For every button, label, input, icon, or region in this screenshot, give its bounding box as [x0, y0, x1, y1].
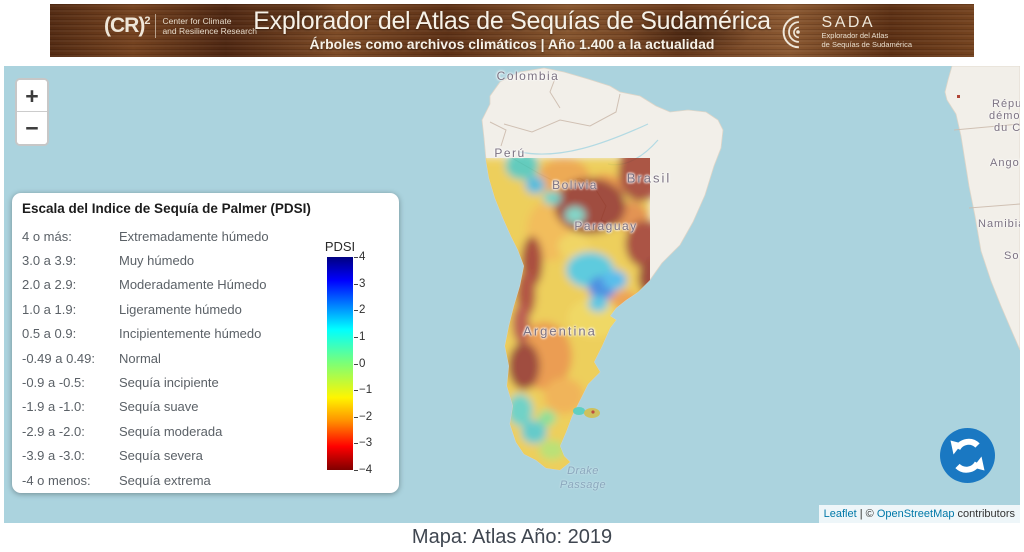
banner-titles: Explorador del Atlas de Sequías de Sudam… — [50, 7, 974, 52]
zoom-in-button[interactable]: + — [17, 80, 47, 112]
map-label-drc-2: démo — [989, 110, 1020, 122]
map-label-brasil: Brasil — [626, 170, 672, 186]
legend-row: -1.9 a -1.0: Sequía suave — [22, 399, 199, 415]
map[interactable]: Colombia Perú Bolivia Brasil Paraguay Ar… — [4, 66, 1020, 523]
cr2-logo-subtitle: Center for Climate and Resilience Resear… — [162, 16, 257, 36]
attribution-separator: | © — [856, 508, 877, 520]
map-label-southafrica: Sout — [1004, 250, 1020, 262]
pdsi-data-overlay — [482, 158, 650, 470]
legend-row: -2.9 a -2.0: Sequía moderada — [22, 423, 223, 439]
legend-title: Escala del Indice de Sequía de Palmer (P… — [22, 201, 311, 216]
legend-row: 0.5 a 0.9: Incipientemente húmedo — [22, 326, 262, 342]
sada-logo-text: SADA Explorador del Atlas de Sequías de S… — [821, 14, 912, 50]
legend-row: 4 o más: Extremadamente húmedo — [22, 228, 269, 244]
legend-row: 1.0 a 1.9: Ligeramente húmedo — [22, 301, 242, 317]
map-year-caption: Mapa: Atlas Año: 2019 — [411, 526, 613, 548]
refresh-map-button[interactable] — [940, 428, 995, 483]
zoom-control: + − — [15, 78, 49, 146]
city-dot — [957, 95, 960, 98]
map-label-angola: Angola — [990, 157, 1020, 169]
africa-landmass — [944, 66, 1020, 351]
app-subtitle: Árboles como archivos climáticos | Año 1… — [309, 36, 715, 52]
tree-rings-icon — [782, 15, 800, 49]
zoom-out-button[interactable]: − — [17, 112, 47, 144]
app-title: Explorador del Atlas de Sequías de Sudam… — [253, 7, 771, 35]
header-banner: (CR)2 Center for Climate and Resilience … — [50, 4, 974, 57]
map-label-drake-1: Drake — [567, 465, 599, 477]
cr2-logo-text: (CR)2 — [104, 14, 150, 37]
falkland-islands — [573, 407, 600, 418]
leaflet-link[interactable]: Leaflet — [823, 508, 857, 520]
legend-row: 2.0 a 2.9: Moderadamente Húmedo — [22, 277, 267, 293]
map-label-namibia: Namibia — [978, 218, 1020, 230]
map-label-bolivia: Bolivia — [552, 178, 598, 192]
legend-row: -0.49 a 0.49: Normal — [22, 350, 161, 366]
legend-row: -4 o menos: Sequía extrema — [22, 472, 211, 488]
colorbar-tick: 2 — [353, 304, 366, 317]
legend-row: 3.0 a 3.9: Muy húmedo — [22, 253, 195, 269]
legend-rows: 4 o más: Extremadamente húmedo 3.0 a 3.9:… — [22, 224, 312, 492]
colorbar-tick: −4 — [353, 464, 373, 476]
colorbar-tick: 0 — [353, 357, 366, 370]
sada-logo[interactable]: SADA Explorador del Atlas de Sequías de S… — [780, 13, 912, 51]
legend-row: -3.9 a -3.0: Sequía severa — [22, 448, 203, 464]
attribution-suffix: contributors — [954, 508, 1015, 520]
colorbar-tick: −3 — [353, 437, 373, 450]
map-label-drc-3: du C — [994, 122, 1020, 134]
pdsi-colorbar-gradient — [327, 257, 353, 470]
map-label-drake-2: Passage — [559, 479, 607, 491]
refresh-icon — [940, 428, 995, 483]
map-label-drc-1: Répu — [992, 98, 1020, 110]
colorbar-tick: −2 — [353, 410, 373, 423]
colorbar-tick: 3 — [353, 277, 366, 290]
map-label-colombia: Colombia — [496, 69, 560, 83]
colorbar-tick: −1 — [353, 384, 373, 397]
legend-row: -0.9 a -0.5: Sequía incipiente — [22, 375, 219, 391]
colorbar-tick: 1 — [353, 330, 366, 343]
colorbar-tick: 4 — [353, 251, 366, 263]
basemap-canvas — [481, 66, 1020, 471]
colorbar-title: PDSI — [324, 239, 356, 254]
map-label-paraguay: Paraguay — [574, 219, 638, 233]
map-label-peru: Perú — [494, 146, 526, 160]
cr2-logo[interactable]: (CR)2 Center for Climate and Resilience … — [104, 14, 257, 38]
openstreetmap-link[interactable]: OpenStreetMap — [876, 508, 955, 520]
map-label-argentina: Argentina — [523, 323, 597, 339]
map-attribution: Leaflet | © OpenStreetMap contributors — [818, 505, 1020, 523]
pdsi-legend-panel: Escala del Indice de Sequía de Palmer (P… — [12, 193, 399, 493]
cr2-logo-divider — [155, 14, 157, 38]
